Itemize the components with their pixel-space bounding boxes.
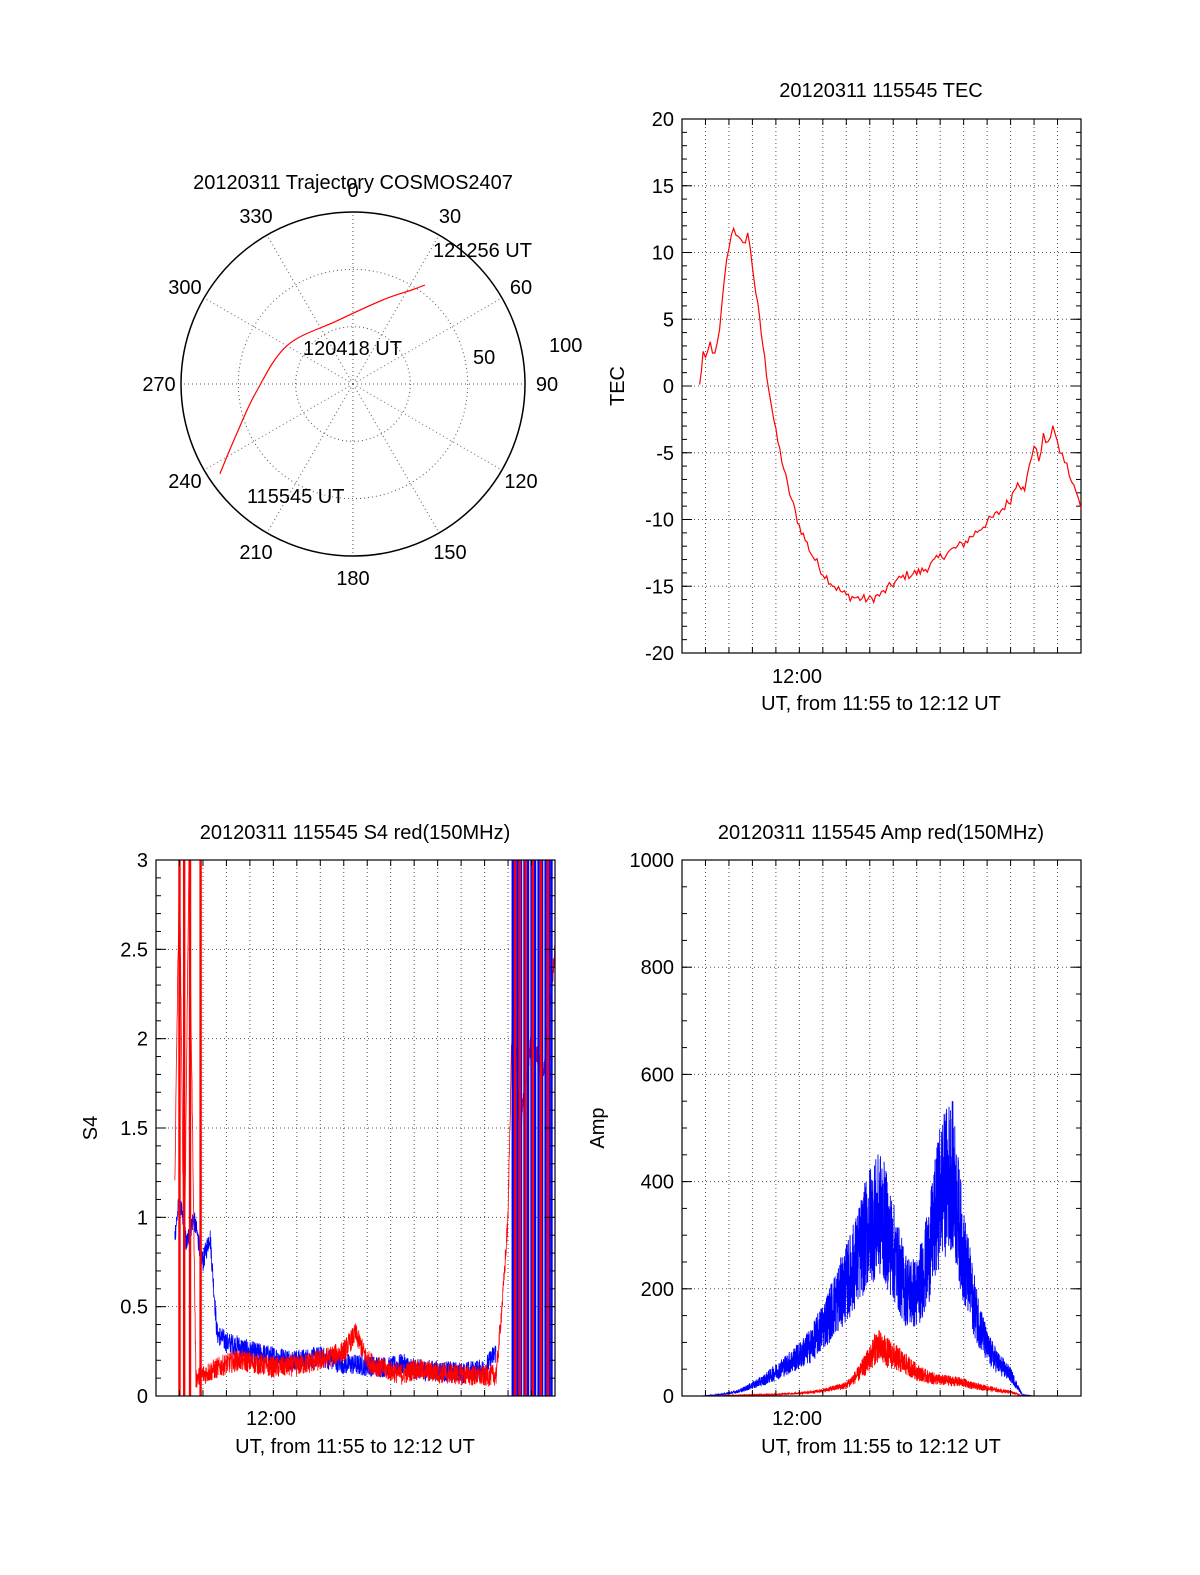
s4-ytick-label: 3	[137, 850, 148, 872]
s4-ytick-label: 2	[137, 1029, 148, 1051]
polar-spoke-210	[266, 383, 354, 534]
polar-outer-circle	[180, 211, 526, 557]
tec-ytick-label: -20	[645, 643, 674, 665]
polar-azimuth-label-120: 120	[504, 471, 537, 493]
s4-ytick-label: 1.5	[120, 1118, 148, 1140]
amp-ytick-label: 0	[663, 1386, 674, 1408]
amp-ytick-label: 1000	[630, 850, 675, 872]
s4-xtick-label: 12:00	[246, 1408, 296, 1430]
s4-title: 20120311 115545 S4 red(150MHz)	[200, 822, 511, 844]
polar-azimuth-label-180: 180	[336, 568, 369, 590]
amp-series-red	[700, 1330, 1081, 1398]
amp-ytick-label: 400	[641, 1172, 674, 1194]
polar-azimuth-label-240: 240	[168, 471, 201, 493]
amp-plot-frame	[681, 859, 1082, 1397]
s4-series-red	[174, 859, 556, 1388]
amp-plot: 20120311 115545 Amp red(150MHz) 1000 800 6…	[587, 822, 1082, 1458]
polar-azimuth-label-330: 330	[239, 206, 272, 228]
tec-ytick-label: -5	[656, 443, 674, 465]
amp-y-axis-title: Amp	[587, 1107, 609, 1148]
s4-ytick-label: 0	[137, 1386, 148, 1408]
s4-ytick-label: 1	[137, 1207, 148, 1229]
polar-azimuth-label-270: 270	[142, 374, 175, 396]
tec-series-red	[699, 226, 1082, 605]
polar-azimuth-label-300: 300	[168, 277, 201, 299]
polar-plot: 20120311 Trajectory COSMOS2407 0 30 60 90 12…	[142, 172, 582, 590]
trajectory-label-mid: 120418 UT	[303, 338, 402, 360]
amp-ytick-label: 200	[641, 1279, 674, 1301]
polar-azimuth-label-210: 210	[239, 542, 272, 564]
polar-azimuth-label-150: 150	[433, 542, 466, 564]
polar-spoke-150	[352, 383, 440, 534]
s4-y-axis-title: S4	[80, 1116, 102, 1140]
tec-y-axis-title: TEC	[607, 366, 629, 406]
polar-spoke-60	[352, 297, 503, 385]
polar-ring-label-50: 50	[473, 347, 495, 369]
amp-x-axis-title: UT, from 11:55 to 12:12 UT	[761, 1436, 1001, 1458]
polar-ring-0	[295, 326, 411, 442]
amp-series-blue	[700, 1101, 1081, 1397]
polar-azimuth-label-30: 30	[439, 206, 461, 228]
tec-ytick-label: -10	[645, 510, 674, 532]
s4-ytick-label: 0.5	[120, 1297, 148, 1319]
s4-ytick-label: 2.5	[120, 939, 148, 961]
trajectory-label-end: 121256 UT	[433, 240, 532, 262]
polar-azimuth-label-0: 0	[347, 180, 358, 202]
polar-azimuth-labels: 0 30 60 90 120 150 180 210 240 270 300 330	[142, 180, 558, 590]
tec-plot-frame	[681, 118, 1082, 654]
tec-ytick-label: -15	[645, 576, 674, 598]
tec-ytick-label: 15	[652, 176, 674, 198]
amp-ytick-label: 600	[641, 1064, 674, 1086]
tec-ytick-label: 20	[652, 109, 674, 131]
amp-xtick-label: 12:00	[772, 1408, 822, 1430]
polar-spoke-240	[203, 383, 354, 471]
amp-title: 20120311 115545 Amp red(150MHz)	[718, 822, 1044, 844]
tec-xtick-label: 12:00	[772, 666, 822, 688]
polar-azimuth-label-60: 60	[510, 277, 532, 299]
tec-ytick-label: 5	[663, 309, 674, 331]
polar-ring-label-100: 100	[549, 335, 582, 357]
tec-ytick-label: 10	[652, 243, 674, 265]
polar-spoke-30	[352, 234, 440, 385]
polar-spoke-330	[266, 234, 354, 385]
polar-title: 20120311 Trajectory COSMOS2407	[193, 172, 513, 194]
polar-azimuth-label-90: 90	[536, 374, 558, 396]
tec-plot: 20120311 115545 TEC 20151050-5-10-15-20 …	[607, 80, 1082, 715]
polar-spoke-120	[352, 383, 503, 471]
tec-ytick-label: 0	[663, 376, 674, 398]
tec-x-axis-title: UT, from 11:55 to 12:12 UT	[761, 693, 1001, 715]
trajectory-line	[219, 284, 426, 475]
s4-plot: 20120311 115545 S4 red(150MHz) 3 2.5 2 1.5 1…	[80, 822, 556, 1458]
polar-grid	[181, 212, 525, 556]
s4-x-axis-title: UT, from 11:55 to 12:12 UT	[235, 1436, 475, 1458]
amp-ytick-label: 800	[641, 957, 674, 979]
tec-title: 20120311 115545 TEC	[779, 80, 983, 102]
trajectory-label-start: 115545 UT	[247, 486, 344, 508]
polar-spoke-300	[203, 297, 354, 385]
